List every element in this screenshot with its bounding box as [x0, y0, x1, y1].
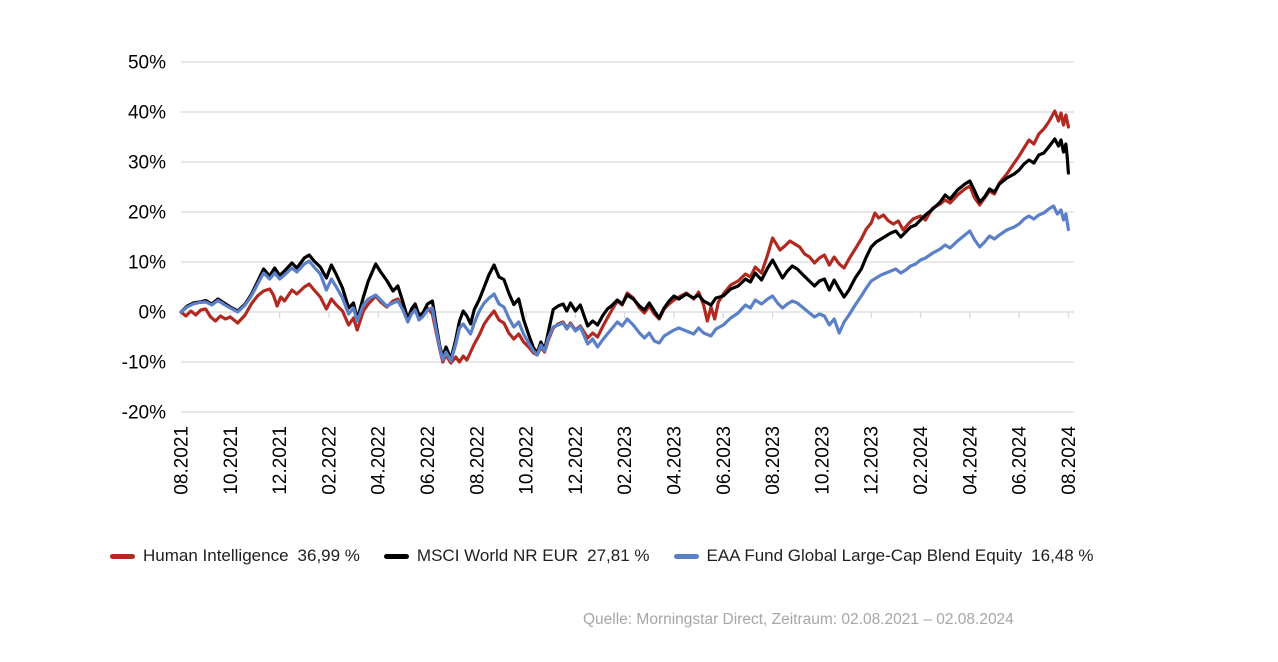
x-axis-label: 08.2023: [763, 426, 784, 495]
x-axis-label: 12.2023: [862, 426, 883, 495]
x-axis-label: 08.2021: [172, 426, 193, 495]
x-axis-label: 06.2024: [1010, 426, 1031, 495]
x-axis-label: 04.2023: [665, 426, 686, 495]
x-axis-label: 02.2024: [911, 426, 932, 495]
legend-item-human-intelligence: Human Intelligence 36,99 %: [110, 546, 360, 566]
legend-value: 16,48 %: [1031, 546, 1094, 565]
x-axis-label: 08.2024: [1059, 426, 1080, 495]
x-axis-label: 12.2022: [566, 426, 587, 495]
x-axis-label: 04.2022: [369, 426, 390, 495]
y-axis-label: 20%: [128, 203, 166, 224]
series-line-2: [179, 204, 1071, 363]
legend-label: EAA Fund Global Large-Cap Blend Equity: [706, 546, 1023, 565]
x-axis-label: 06.2022: [418, 426, 439, 495]
y-axis-label: 30%: [128, 153, 166, 174]
y-axis-label: 40%: [128, 103, 166, 124]
legend-label: Human Intelligence: [143, 546, 289, 565]
y-axis-label: 0%: [139, 303, 167, 324]
x-axis-label: 12.2021: [270, 426, 291, 495]
series-line-1: [179, 137, 1071, 361]
y-axis-label: 50%: [128, 53, 166, 74]
legend-swatch-red-line: [110, 553, 135, 559]
y-axis-label: -20%: [122, 403, 166, 424]
y-axis-label: 10%: [128, 253, 166, 274]
legend-value: 27,81 %: [587, 546, 650, 565]
x-axis-label: 10.2023: [812, 426, 833, 495]
legend-value: 36,99 %: [297, 546, 360, 565]
x-axis-label: 10.2022: [517, 426, 538, 495]
chart-legend: Human Intelligence 36,99 % MSCI World NR…: [110, 546, 1118, 566]
x-axis-label: 08.2022: [467, 426, 488, 495]
x-axis-label: 04.2024: [960, 426, 981, 495]
y-axis-label: -10%: [122, 353, 166, 374]
x-axis-label: 06.2023: [714, 426, 735, 495]
x-axis-label: 02.2022: [319, 426, 340, 495]
legend-swatch-black-line: [383, 553, 409, 559]
legend-item-msci-world: MSCI World NR EUR 27,81 %: [383, 546, 650, 566]
x-axis-label: 02.2023: [615, 426, 636, 495]
x-axis-label: 10.2021: [221, 426, 242, 495]
legend-item-eaa-fund: EAA Fund Global Large-Cap Blend Equity 1…: [673, 546, 1094, 566]
legend-swatch-blue-line: [673, 553, 699, 559]
legend-label: MSCI World NR EUR: [416, 546, 579, 565]
series-line-0: [179, 109, 1071, 365]
source-caption: Quelle: Morningstar Direct, Zeitraum: 02…: [583, 611, 1014, 628]
